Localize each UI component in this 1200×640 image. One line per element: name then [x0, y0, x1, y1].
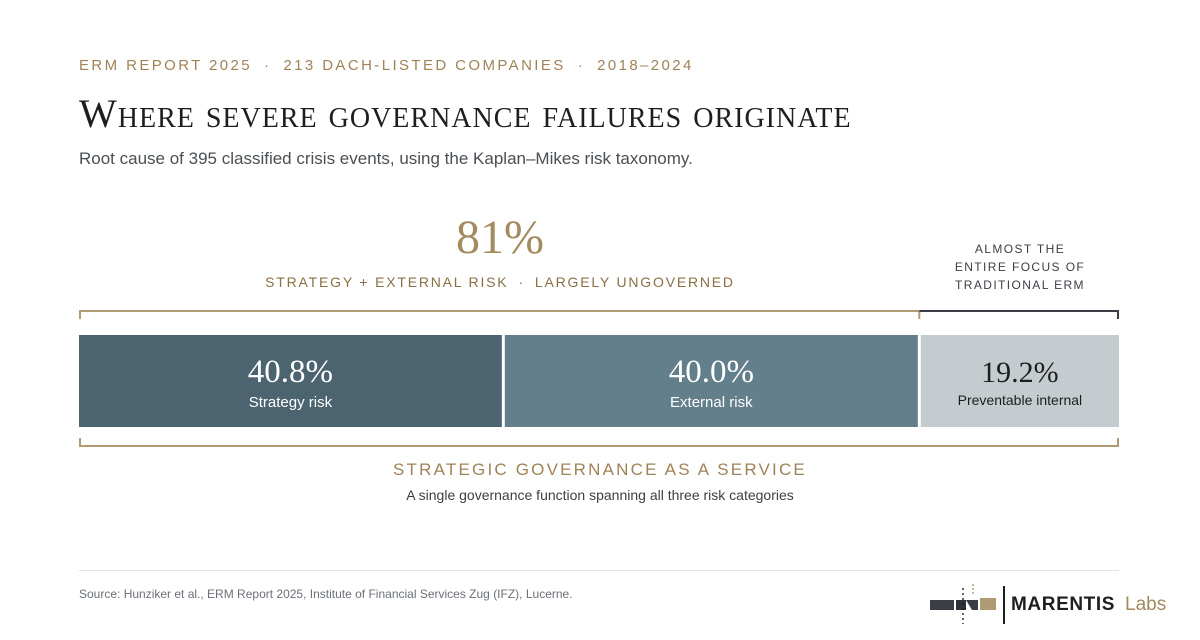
- bar-value-label-internal: 19.2%: [981, 356, 1059, 389]
- footer-divider: [79, 570, 1119, 571]
- page-title: Where severe governance failures origina…: [79, 91, 852, 136]
- combined-caption-left: STRATEGY + EXTERNAL RISK: [265, 274, 509, 290]
- logo-brand-suffix: Labs: [1125, 594, 1167, 615]
- logo-brand-name: MARENTIS: [1011, 594, 1116, 615]
- eyebrow-separator: ·: [577, 57, 586, 74]
- service-title: STRATEGIC GOVERNANCE AS A SERVICE: [393, 460, 807, 479]
- bar-category-label-internal: Preventable internal: [958, 392, 1083, 408]
- side-note-line: TRADITIONAL ERM: [955, 278, 1085, 292]
- combined-caption: STRATEGY + EXTERNAL RISK · LARGELY UNGOVER…: [200, 274, 800, 290]
- top-bracket-81: [79, 310, 921, 319]
- logo-mark-icon: [930, 584, 996, 624]
- caption-separator: ·: [518, 274, 525, 290]
- top-bracket-internal: [919, 310, 1119, 319]
- bar-value-label-strategy: 40.8%: [248, 354, 333, 390]
- combined-percentage: 81%: [456, 211, 544, 264]
- bar-segment-external: [504, 335, 918, 427]
- service-subtitle: A single governance function spanning al…: [406, 487, 794, 503]
- report-eyebrow: ERM REPORT 2025 · 213 DACH-LISTED COMPANIE…: [79, 57, 694, 74]
- page-subtitle: Root cause of 395 classified crisis even…: [79, 149, 693, 168]
- bar-segment-internal: [920, 335, 1119, 427]
- bar-category-label-strategy: Strategy risk: [249, 394, 333, 411]
- traditional-erm-note: ALMOST THE ENTIRE FOCUS OF TRADITIONAL E…: [930, 240, 1110, 294]
- logo-divider: [1003, 586, 1005, 624]
- source-note: Source: Hunziker et al., ERM Report 2025…: [79, 587, 573, 601]
- side-note-line: ENTIRE FOCUS OF: [954, 260, 1086, 274]
- bar-value-label-external: 40.0%: [669, 354, 754, 390]
- side-note-line: ALMOST THE: [974, 242, 1066, 256]
- bar-segments: 40.8% Strategy risk 40.0% External risk 19.2…: [79, 335, 1119, 427]
- bar-category-label-external: External risk: [670, 394, 753, 411]
- eyebrow-separator: ·: [264, 57, 272, 74]
- brand-logo: MARENTIS Labs: [928, 584, 1178, 630]
- eyebrow-sample: 213 DACH-LISTED COMPANIES: [283, 57, 566, 74]
- combined-caption-right: LARGELY UNGOVERNED: [534, 274, 735, 290]
- bottom-bracket-all: [79, 438, 1119, 447]
- eyebrow-report: ERM REPORT 2025: [79, 57, 252, 74]
- eyebrow-period: 2018–2024: [597, 57, 694, 74]
- bar-segment-strategy: [79, 335, 502, 427]
